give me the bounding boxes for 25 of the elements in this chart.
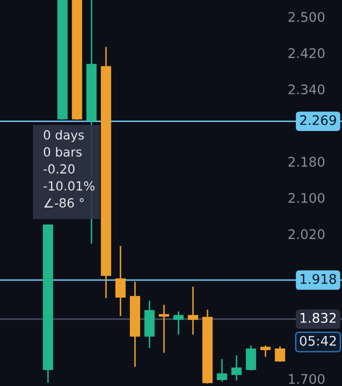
candlestick: [188, 286, 198, 335]
annotation: 0 days: [44, 130, 84, 142]
candlestick: [246, 345, 256, 370]
candlestick: [260, 345, 271, 357]
annotation: 0 bars: [44, 146, 82, 157]
candlestick: [231, 355, 242, 380]
y-tick-label: 2.340: [288, 84, 324, 94]
y-tick-label: 2.180: [288, 156, 324, 167]
candlestick: [158, 304, 170, 353]
candlestick: [173, 312, 184, 335]
text: 05:42: [300, 336, 336, 346]
candlestick: [115, 246, 126, 316]
annotation: -0.20: [44, 164, 75, 174]
candlestick: [216, 359, 228, 382]
ref-line-label: 1.918: [300, 274, 336, 284]
candlestick: [274, 346, 286, 362]
annotation: ∠-86 °: [44, 198, 84, 208]
annotation: -10.01%: [44, 181, 94, 191]
ref-line-label: 1.832: [300, 312, 336, 323]
y-tick-label: 2.020: [288, 229, 324, 240]
y-tick-label: 2.500: [288, 12, 324, 22]
y-tick-label: 2.420: [288, 48, 324, 58]
y-tick-label: 2.100: [288, 192, 324, 203]
ref-line-label: 2.269: [300, 115, 336, 126]
y-tick-label: 1.700: [289, 374, 324, 384]
